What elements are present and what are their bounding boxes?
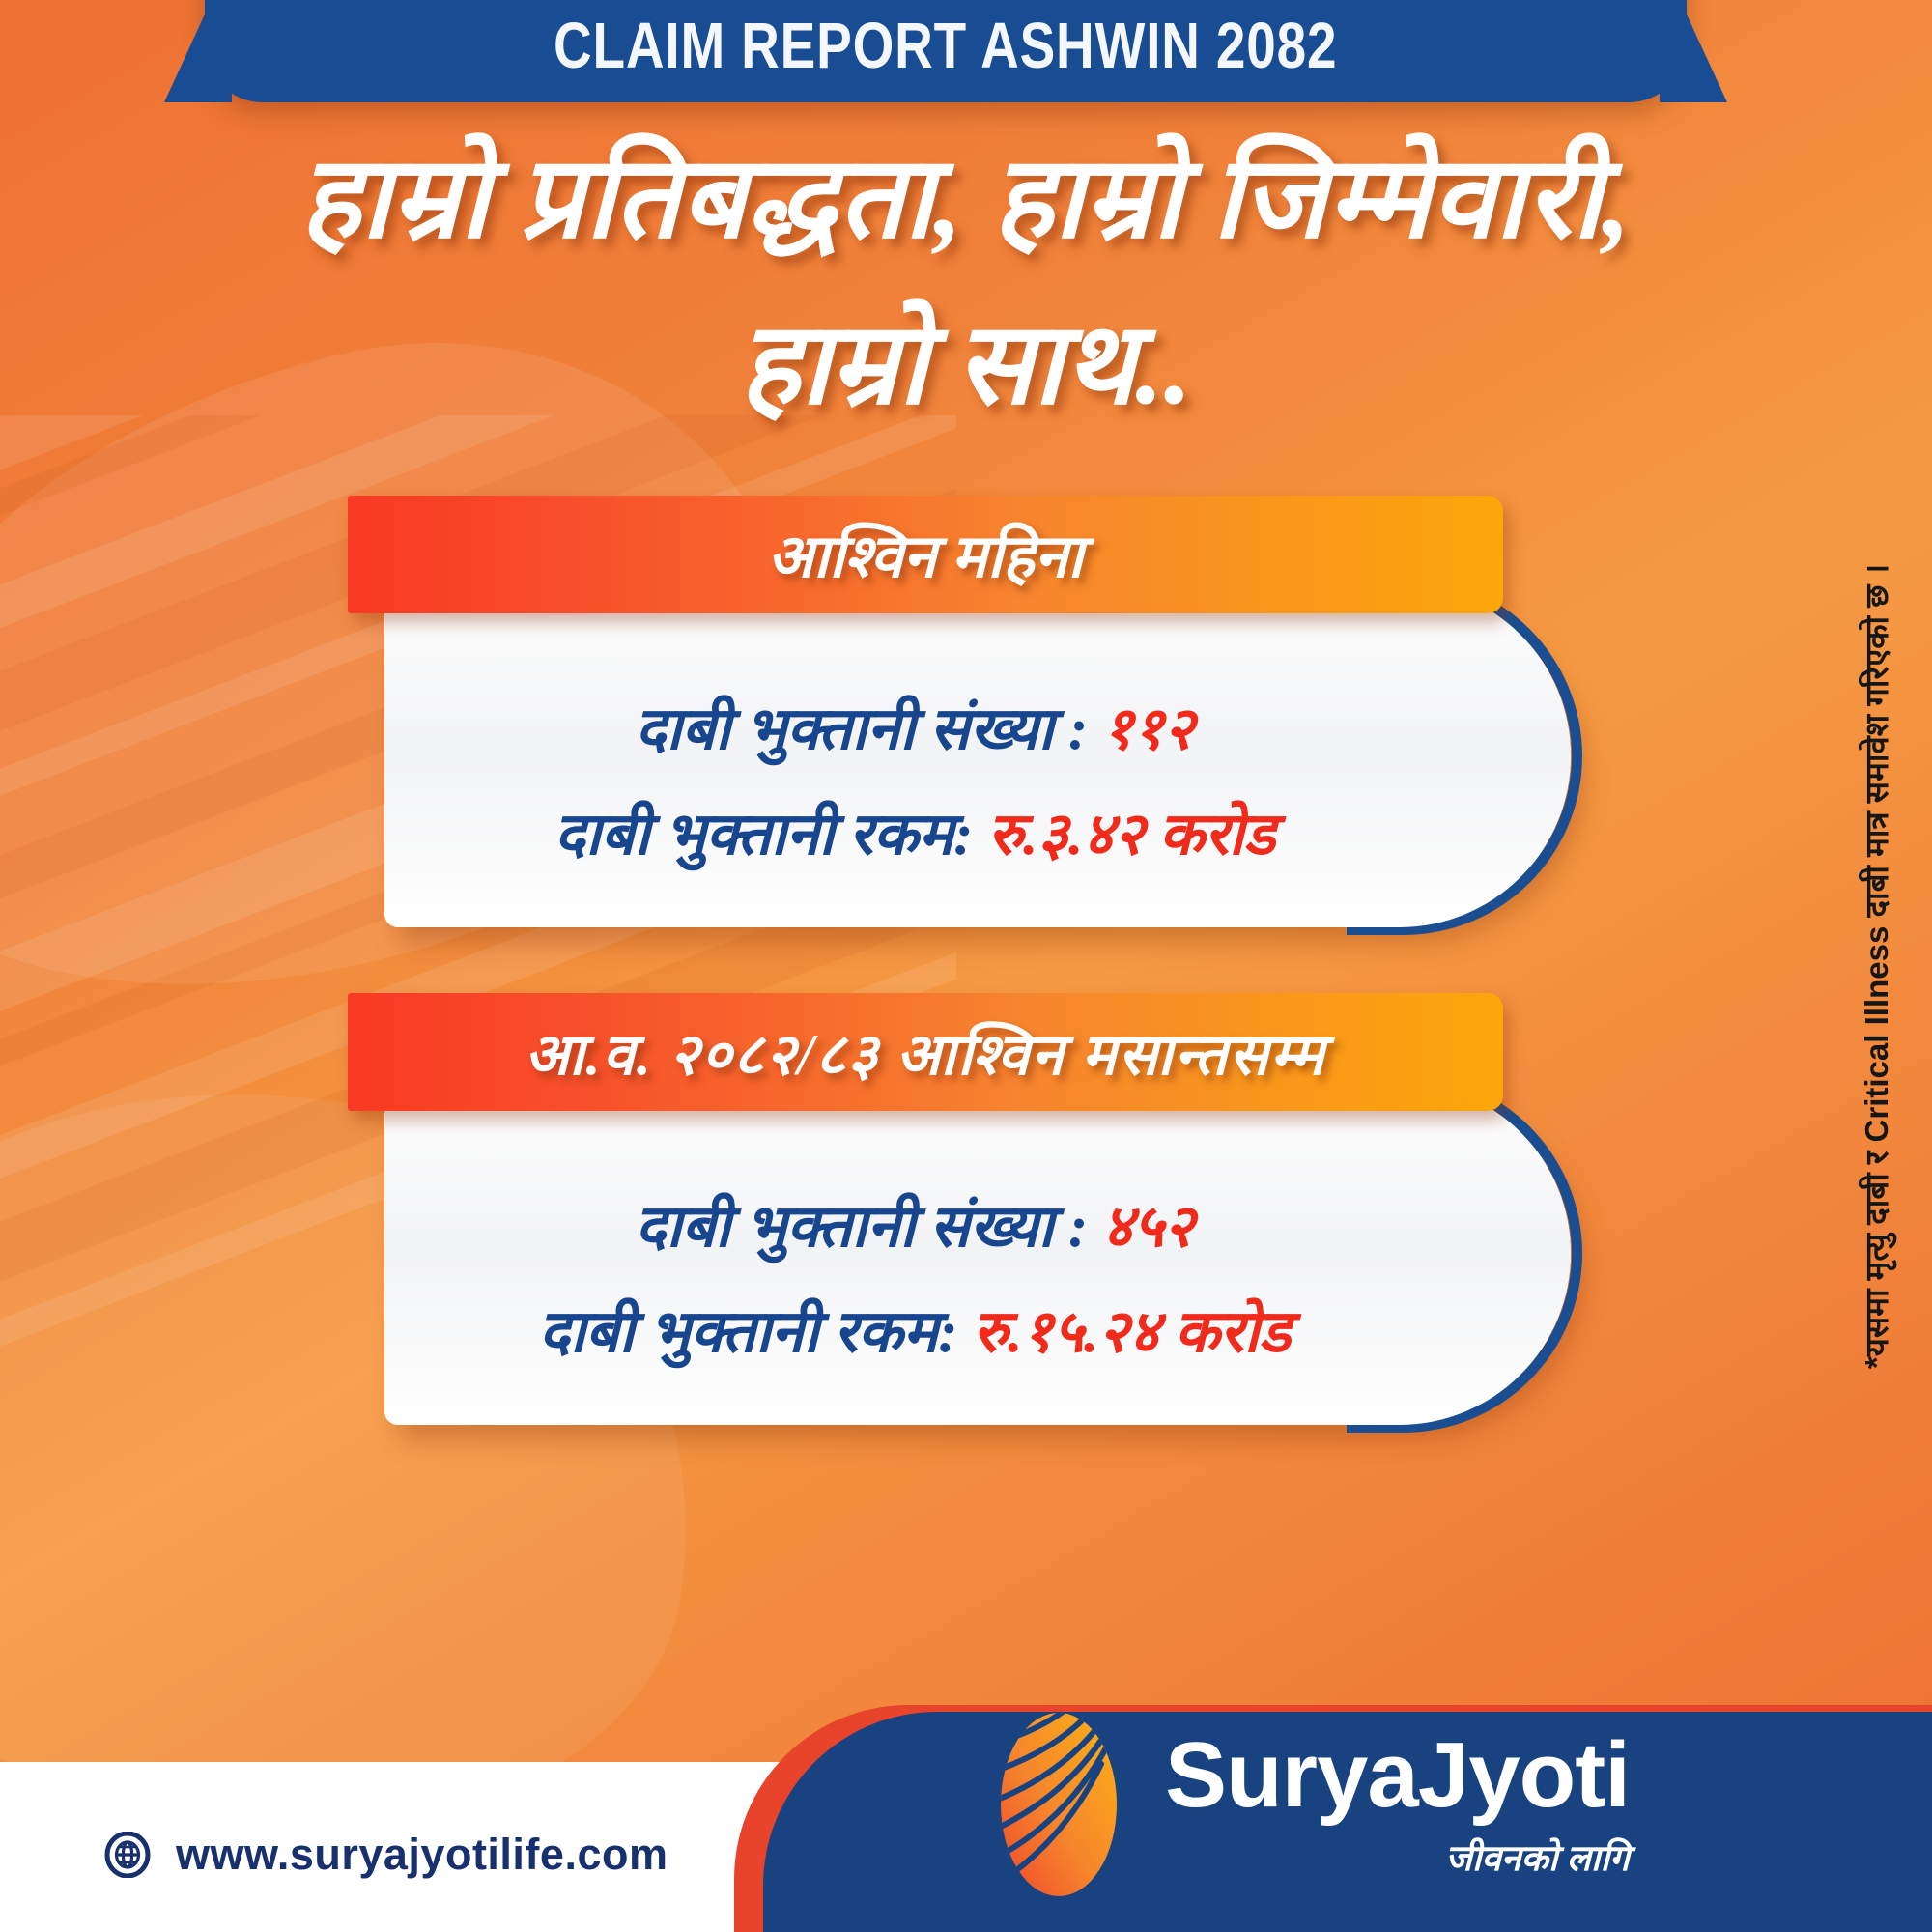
side-note-text: *यसमा मृत्यु दाबी र Critical Illness दाब…	[1859, 563, 1895, 1369]
claim-card-month: आश्विन महिना दाबी भुक्तानी संख्या : ११२ …	[348, 496, 1582, 935]
card-heading-banner: आ.व. २०८२/८३ आश्विन मसान्तसम्म	[348, 993, 1503, 1111]
brand-tagline: जीवनको लागि	[1445, 1838, 1630, 1879]
stat-value: रु.१५.२४ करोड	[972, 1299, 1292, 1365]
brand-lockup: SuryaJyoti जीवनको लागि	[985, 1708, 1631, 1901]
card-heading-text: आश्विन महिना	[767, 525, 1084, 590]
card-heading-text: आ.व. २०८२/८३ आश्विन मसान्तसम्म	[525, 1023, 1326, 1087]
website-link[interactable]: www.suryajyotilife.com	[104, 1830, 668, 1880]
footer-bar: www.suryajyotilife.com	[0, 1705, 1932, 1932]
stat-value: ४५२	[1102, 1194, 1195, 1260]
stat-row: दाबी भुक्तानी संख्या : ११२	[635, 686, 1194, 766]
header-banner: CLAIM REPORT ASHWIN 2082	[205, 0, 1687, 102]
stat-value: रु.३.४२ करोड	[987, 802, 1276, 867]
tagline-line-1: हाम्रो प्रतिबद्धता, हाम्रो जिम्मेवारी,	[299, 135, 1633, 262]
stat-label: दाबी भुक्तानी रकम:	[538, 1299, 973, 1365]
card-surface	[384, 1082, 1571, 1425]
stat-label: दाबी भुक्तानी संख्या :	[635, 696, 1103, 762]
brand-name: SuryaJyoti	[1165, 1722, 1631, 1827]
card-surface	[384, 584, 1571, 927]
stat-row: दाबी भुक्तानी रकम: रु.३.४२ करोड	[554, 791, 1276, 871]
website-url-text: www.suryajyotilife.com	[176, 1830, 668, 1879]
stat-label: दाबी भुक्तानी रकम:	[554, 802, 988, 867]
page-title: CLAIM REPORT ASHWIN 2082	[554, 10, 1338, 82]
stat-row: दाबी भुक्तानी रकम: रु.१५.२४ करोड	[539, 1289, 1291, 1369]
card-heading-banner: आश्विन महिना	[348, 496, 1503, 613]
claim-card-fiscal-year: आ.व. २०८२/८३ आश्विन मसान्तसम्म दाबी भुक्…	[348, 993, 1582, 1433]
side-note: *यसमा मृत्यु दाबी र Critical Illness दाब…	[1818, 0, 1932, 1932]
globe-icon	[104, 1832, 151, 1878]
card-stats: दाबी भुक्तानी संख्या : ४५२ दाबी भुक्तानी…	[384, 1142, 1445, 1409]
stat-value: ११२	[1102, 696, 1195, 762]
footer-blue-panel	[763, 1712, 1932, 1932]
sun-burst-logo-icon	[1001, 1713, 1117, 1896]
card-stats: दाबी भुक्तानी संख्या : ११२ दाबी भुक्तानी…	[384, 644, 1445, 912]
brand-text-block: SuryaJyoti जीवनको लागि	[1165, 1722, 1631, 1881]
stat-row: दाबी भुक्तानी संख्या : ४५२	[635, 1183, 1194, 1264]
stat-label: दाबी भुक्तानी संख्या :	[635, 1194, 1103, 1260]
